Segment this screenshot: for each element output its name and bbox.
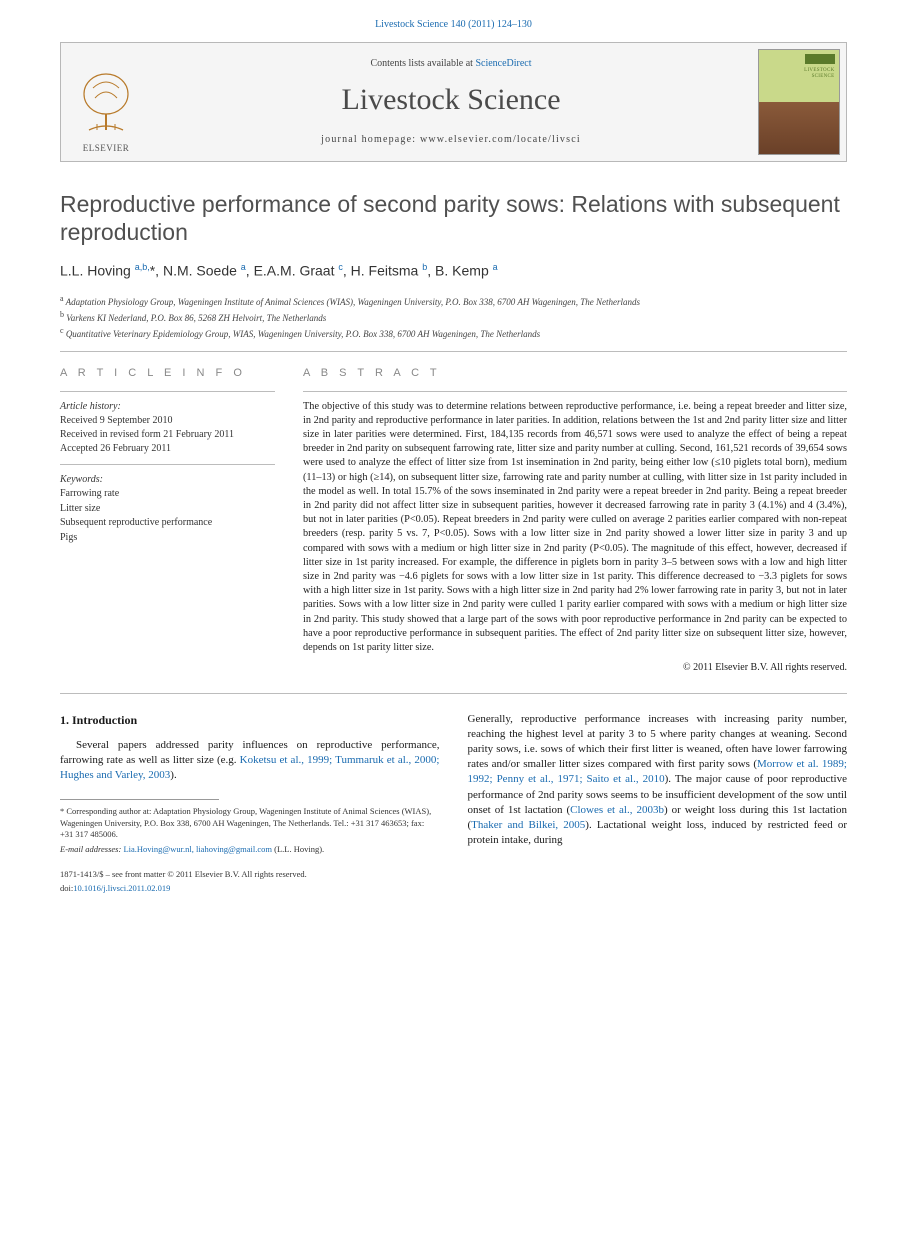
homepage-url: www.elsevier.com/locate/livsci xyxy=(420,134,581,145)
intro-paragraph: Several papers addressed parity influenc… xyxy=(60,738,440,784)
contents-prefix: Contents lists available at xyxy=(370,58,475,69)
header-citation: Livestock Science 140 (2011) 124–130 xyxy=(0,0,907,42)
corr-author-text: * Corresponding author at: Adaptation Ph… xyxy=(60,806,440,840)
homepage-prefix: journal homepage: xyxy=(321,134,420,145)
abstract-text: The objective of this study was to deter… xyxy=(303,400,847,656)
journal-banner: ELSEVIER Contents lists available at Sci… xyxy=(60,42,847,162)
banner-center: Contents lists available at ScienceDirec… xyxy=(151,43,751,161)
corresponding-author-footnote: * Corresponding author at: Adaptation Ph… xyxy=(60,806,440,855)
keyword: Subsequent reproductive performance xyxy=(60,516,275,531)
email-label: E-mail addresses: xyxy=(60,844,121,854)
email-addresses[interactable]: Lia.Hoving@wur.nl, liahoving@gmail.com xyxy=(123,844,272,854)
publisher-label: ELSEVIER xyxy=(83,142,130,154)
article-history: Article history: Received 9 September 20… xyxy=(60,400,275,456)
keywords-block: Keywords: Farrowing rate Litter size Sub… xyxy=(60,473,275,546)
affiliation-line: c Quantitative Veterinary Epidemiology G… xyxy=(60,325,847,341)
section-heading-introduction: 1. Introduction xyxy=(60,712,440,728)
abstract-copyright: © 2011 Elsevier B.V. All rights reserved… xyxy=(303,661,847,675)
divider xyxy=(303,391,847,392)
affiliation-line: b Varkens KI Nederland, P.O. Box 86, 526… xyxy=(60,309,847,325)
divider xyxy=(60,693,847,694)
affiliations: a Adaptation Physiology Group, Wageninge… xyxy=(60,293,847,341)
contents-available-line: Contents lists available at ScienceDirec… xyxy=(370,57,531,71)
citation-link[interactable]: Thaker and Bilkei, 2005 xyxy=(471,819,585,831)
intro-paragraph-right: Generally, reproductive performance incr… xyxy=(468,712,848,849)
publisher-block: ELSEVIER xyxy=(61,43,151,161)
doi-label: doi: xyxy=(60,883,73,893)
keyword: Litter size xyxy=(60,502,275,517)
abstract-column: A B S T R A C T The objective of this st… xyxy=(303,366,847,675)
history-line: Received in revised form 21 February 201… xyxy=(60,428,275,442)
journal-cover-thumbnail xyxy=(758,49,840,155)
cover-thumb-wrap xyxy=(751,43,846,161)
history-line: Received 9 September 2010 xyxy=(60,414,275,428)
divider xyxy=(60,351,847,352)
elsevier-tree-icon xyxy=(75,70,137,140)
journal-homepage-line: journal homepage: www.elsevier.com/locat… xyxy=(321,133,581,147)
body-right-column: Generally, reproductive performance incr… xyxy=(468,712,848,895)
article-info-column: A R T I C L E I N F O Article history: R… xyxy=(60,366,275,675)
intro-text-end: ). xyxy=(170,769,176,781)
footnote-separator xyxy=(60,799,219,800)
body-left-column: 1. Introduction Several papers addressed… xyxy=(60,712,440,895)
author-list: L.L. Hoving a,b,*, N.M. Soede a, E.A.M. … xyxy=(60,261,847,281)
divider xyxy=(60,391,275,392)
journal-name: Livestock Science xyxy=(341,80,560,121)
keywords-label: Keywords: xyxy=(60,473,275,488)
keyword: Farrowing rate xyxy=(60,487,275,502)
affiliation-line: a Adaptation Physiology Group, Wageninge… xyxy=(60,293,847,309)
article-info-label: A R T I C L E I N F O xyxy=(60,366,275,381)
sciencedirect-link[interactable]: ScienceDirect xyxy=(475,58,531,69)
doi-line: doi:10.1016/j.livsci.2011.02.019 xyxy=(60,883,440,894)
doi-link[interactable]: 10.1016/j.livsci.2011.02.019 xyxy=(73,883,170,893)
divider xyxy=(60,464,275,465)
issn-copyright-line: 1871-1413/$ – see front matter © 2011 El… xyxy=(60,869,440,880)
history-line: Accepted 26 February 2011 xyxy=(60,442,275,456)
citation-link[interactable]: Clowes et al., 2003b xyxy=(570,804,664,816)
article-title: Reproductive performance of second parit… xyxy=(60,190,847,248)
email-suffix: (L.L. Hoving). xyxy=(272,844,324,854)
history-label: Article history: xyxy=(60,400,275,414)
abstract-label: A B S T R A C T xyxy=(303,366,847,381)
keyword: Pigs xyxy=(60,531,275,546)
